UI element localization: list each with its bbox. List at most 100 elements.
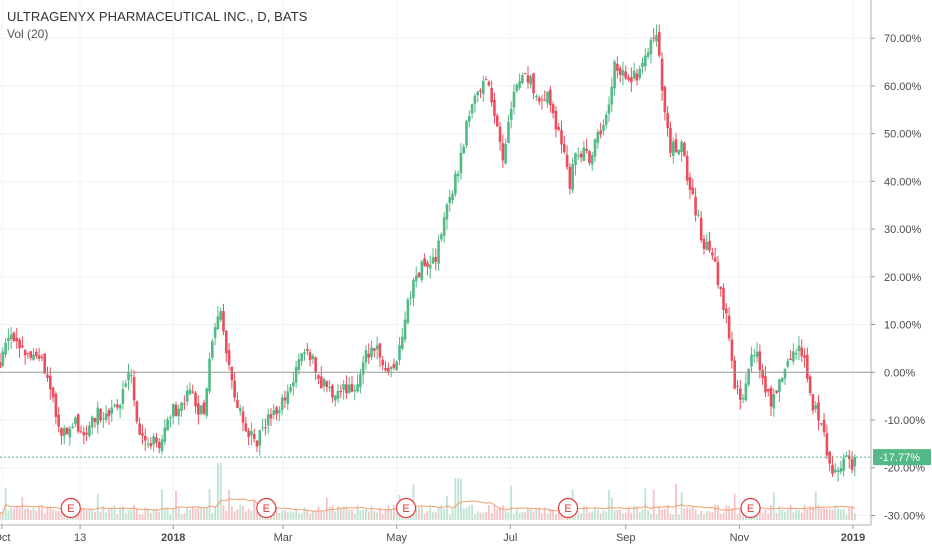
candle-body xyxy=(188,389,192,395)
candle-body xyxy=(445,204,449,220)
volume-bar xyxy=(630,512,633,520)
candle-body xyxy=(160,439,164,452)
candle xyxy=(602,119,605,136)
candle-body xyxy=(850,459,854,470)
candle xyxy=(51,386,55,403)
volume-bar xyxy=(837,507,839,520)
candle-body xyxy=(585,148,588,151)
candle xyxy=(655,24,658,47)
candle xyxy=(588,150,591,166)
volume-bar xyxy=(507,512,510,520)
candle-body xyxy=(521,75,524,83)
earnings-marker[interactable]: E xyxy=(60,497,81,519)
candle xyxy=(219,307,222,323)
candle-body xyxy=(54,393,58,417)
volume-bar xyxy=(496,509,499,520)
volume-bar xyxy=(580,513,582,520)
earnings-marker[interactable]: E xyxy=(395,497,417,519)
candle xyxy=(607,96,611,122)
volume-bar xyxy=(133,504,135,520)
candle-body xyxy=(392,364,396,368)
candle-body xyxy=(356,384,359,392)
candle xyxy=(90,415,94,435)
candle xyxy=(685,150,689,186)
candle xyxy=(152,433,155,452)
candle-body xyxy=(102,418,105,420)
volume-bar xyxy=(515,509,518,520)
volume-bar xyxy=(663,508,666,520)
candle xyxy=(57,406,60,433)
candle-body xyxy=(484,79,488,81)
candle-body xyxy=(322,378,326,387)
candle-body xyxy=(403,319,407,340)
candle xyxy=(62,425,66,445)
candle xyxy=(4,337,7,359)
candle-body xyxy=(588,151,591,163)
earnings-marker-label: E xyxy=(402,503,409,515)
candle xyxy=(576,147,580,161)
volume-bar xyxy=(365,508,367,520)
volume-bar xyxy=(644,488,647,520)
candle-body xyxy=(12,332,16,341)
earnings-marker[interactable]: E xyxy=(256,497,277,519)
candle-body xyxy=(652,37,655,39)
candle-body xyxy=(568,167,572,189)
candle-body xyxy=(465,120,468,146)
volume-bar xyxy=(703,514,705,520)
volume-bar xyxy=(300,513,303,520)
volume-bar xyxy=(434,512,437,520)
candle-body xyxy=(641,62,644,67)
volume-bar xyxy=(468,505,471,520)
candle xyxy=(831,455,834,477)
candle-body xyxy=(60,428,63,436)
volume-bar xyxy=(731,508,733,520)
candle xyxy=(470,103,474,119)
candle xyxy=(789,350,792,361)
candle xyxy=(521,73,524,85)
candle-body xyxy=(797,345,801,352)
candle xyxy=(836,466,840,483)
candle xyxy=(853,453,857,477)
candle-body xyxy=(110,407,114,414)
candle xyxy=(775,390,778,395)
volume-bar xyxy=(177,506,180,520)
volume-bar xyxy=(825,508,828,520)
earnings-marker[interactable]: E xyxy=(740,497,761,519)
candle xyxy=(468,110,471,128)
candle xyxy=(35,348,38,360)
volume-bar xyxy=(669,514,672,520)
candle-body xyxy=(35,351,38,357)
candle-body xyxy=(361,362,365,375)
candle xyxy=(551,101,555,119)
volume-bar xyxy=(624,513,627,520)
price-axis[interactable]: 70.00% 60.00% 50.00% 40.00% 30.00% 20.00% 10.0… xyxy=(871,33,925,522)
earnings-marker[interactable]: E xyxy=(557,497,579,519)
candle xyxy=(230,366,234,389)
candle-body xyxy=(674,139,678,152)
candle-body xyxy=(476,91,479,96)
candle-body xyxy=(811,394,815,411)
volume-indicator-label[interactable]: Vol (20) xyxy=(7,27,49,41)
candle xyxy=(568,163,572,195)
candle-body xyxy=(702,239,706,249)
candle xyxy=(590,152,594,171)
candle-body xyxy=(571,164,574,190)
time-axis[interactable]: Oct 13 2018 Mar May Jul Sep Nov 2019 xyxy=(0,525,865,544)
volume-bar xyxy=(158,512,161,520)
volume-bar xyxy=(384,509,387,520)
volume-ma-line xyxy=(0,498,856,514)
candle xyxy=(420,259,424,283)
candle-body xyxy=(384,367,387,371)
candle xyxy=(347,377,351,395)
candle xyxy=(185,385,189,406)
candle xyxy=(537,95,541,106)
candle xyxy=(752,348,756,363)
candle xyxy=(32,348,35,361)
candle xyxy=(199,405,203,416)
candle xyxy=(269,408,273,427)
volume-bar xyxy=(543,507,546,520)
volume-bar xyxy=(627,506,630,520)
volume-bar xyxy=(725,505,728,520)
volume-bar xyxy=(27,507,29,520)
